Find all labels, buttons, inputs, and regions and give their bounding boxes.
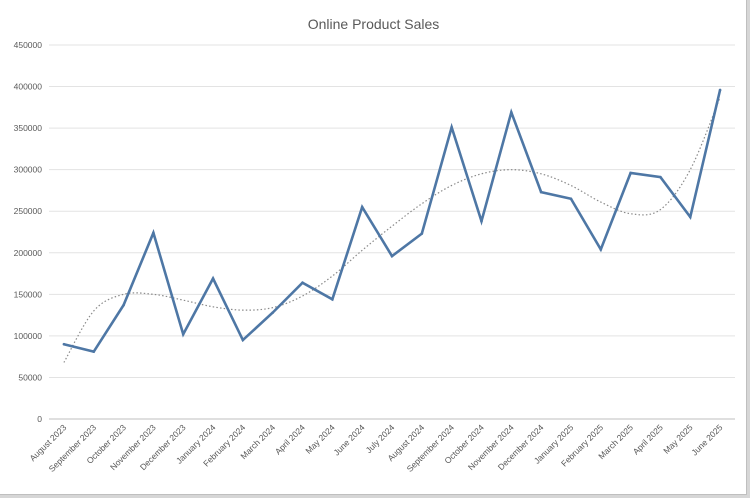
y-tick-label: 150000 bbox=[14, 289, 43, 299]
data-point bbox=[122, 303, 125, 307]
y-tick-label: 100000 bbox=[14, 331, 43, 341]
y-tick-label: 50000 bbox=[18, 372, 42, 382]
data-point bbox=[241, 338, 245, 342]
x-tick-label: June 2024 bbox=[331, 422, 366, 457]
data-point bbox=[629, 171, 632, 175]
data-point bbox=[569, 197, 573, 201]
data-point bbox=[420, 232, 424, 235]
y-tick-label: 250000 bbox=[14, 206, 43, 216]
trendline-path bbox=[63, 97, 721, 363]
data-point bbox=[539, 190, 543, 194]
data-point bbox=[152, 231, 155, 235]
data-point bbox=[390, 254, 394, 258]
data-point bbox=[92, 350, 96, 353]
data-point bbox=[450, 125, 453, 129]
x-tick-label: April 2025 bbox=[631, 422, 665, 456]
data-point bbox=[211, 277, 215, 280]
y-tick-label: 0 bbox=[37, 414, 42, 424]
data-point bbox=[480, 219, 483, 223]
chart-title: Online Product Sales bbox=[307, 16, 440, 32]
data-point bbox=[510, 111, 513, 114]
gridlines bbox=[49, 44, 735, 420]
y-tick-label: 350000 bbox=[14, 123, 43, 133]
data-point bbox=[331, 298, 334, 301]
y-tick-label: 400000 bbox=[14, 82, 43, 92]
data-point bbox=[718, 88, 722, 92]
y-tick-label: 200000 bbox=[14, 248, 43, 258]
data-point bbox=[599, 248, 603, 251]
trendline bbox=[63, 97, 721, 363]
data-point bbox=[360, 205, 364, 209]
data-point bbox=[181, 332, 185, 336]
data-point bbox=[659, 175, 662, 179]
data-point bbox=[688, 215, 692, 219]
x-tick-label: June 2025 bbox=[689, 422, 724, 457]
y-tick-label: 300000 bbox=[14, 165, 43, 175]
series-line bbox=[63, 89, 722, 354]
data-point bbox=[301, 281, 304, 284]
x-tick-label: April 2024 bbox=[273, 422, 307, 456]
y-axis-ticks: 0 50000 100000 150000 200000 250000 300000 3500… bbox=[14, 40, 43, 424]
data-point bbox=[62, 342, 66, 346]
data-point bbox=[271, 311, 274, 314]
series bbox=[62, 88, 722, 354]
y-tick-label: 450000 bbox=[14, 40, 43, 50]
